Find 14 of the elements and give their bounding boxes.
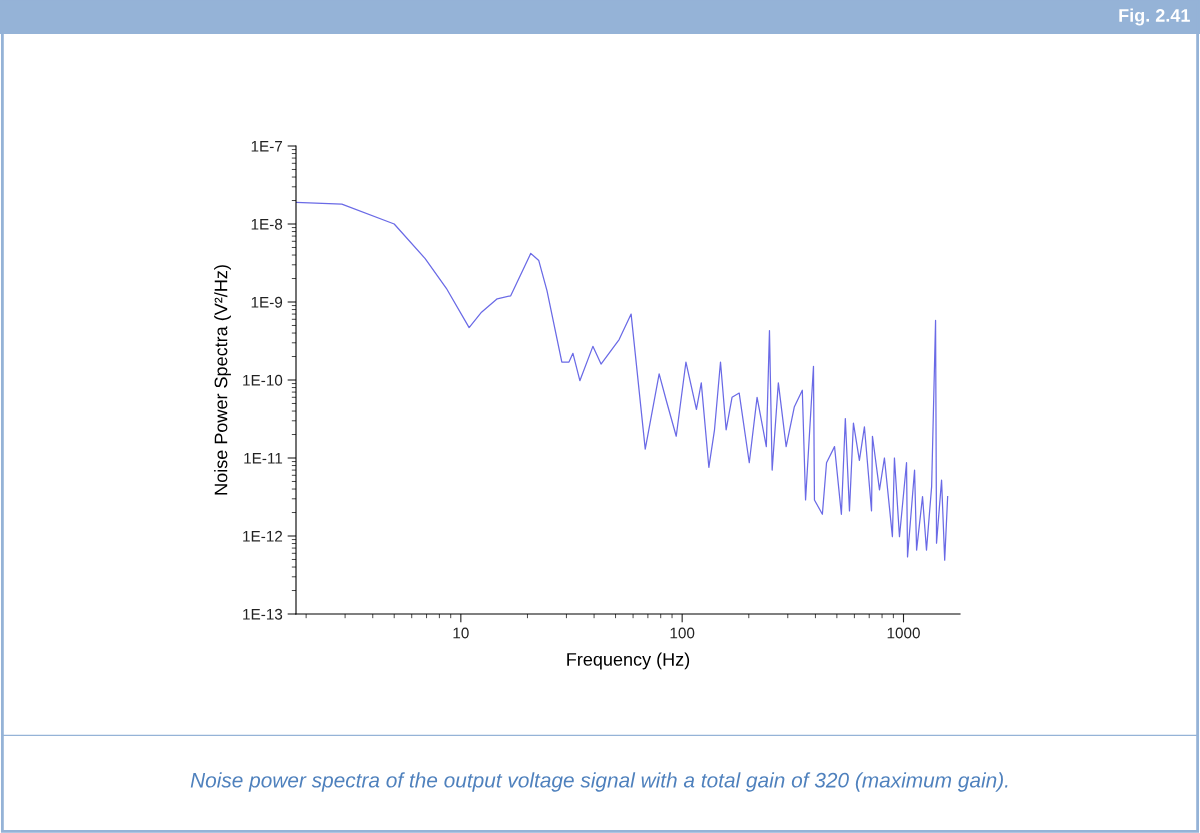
y-tick-label: 1E-10 [243,374,283,386]
y-tick-label: 1E-13 [243,608,283,620]
x-tick-label: 1000 [887,627,920,639]
y-tick-label: 1E-9 [251,296,283,308]
x-tick-label: 100 [670,627,695,639]
y-tick-label: 1E-7 [251,141,283,152]
x-axis-title: Frequency (Hz) [567,652,690,670]
y-tick-label: 1E-8 [251,218,283,230]
y-axis-title: Noise Power Spectra (V²/Hz) [214,265,231,495]
x-tick-label: 10 [453,627,469,639]
caption: Fig. 2.41 [1119,8,1190,26]
y-tick-label: 1E-12 [243,530,283,542]
text: Noise power spectra of the output voltage signal with a total gain of 320 (maximum gain). [190,772,1008,792]
y-tick-label: 1E-11 [244,453,283,464]
